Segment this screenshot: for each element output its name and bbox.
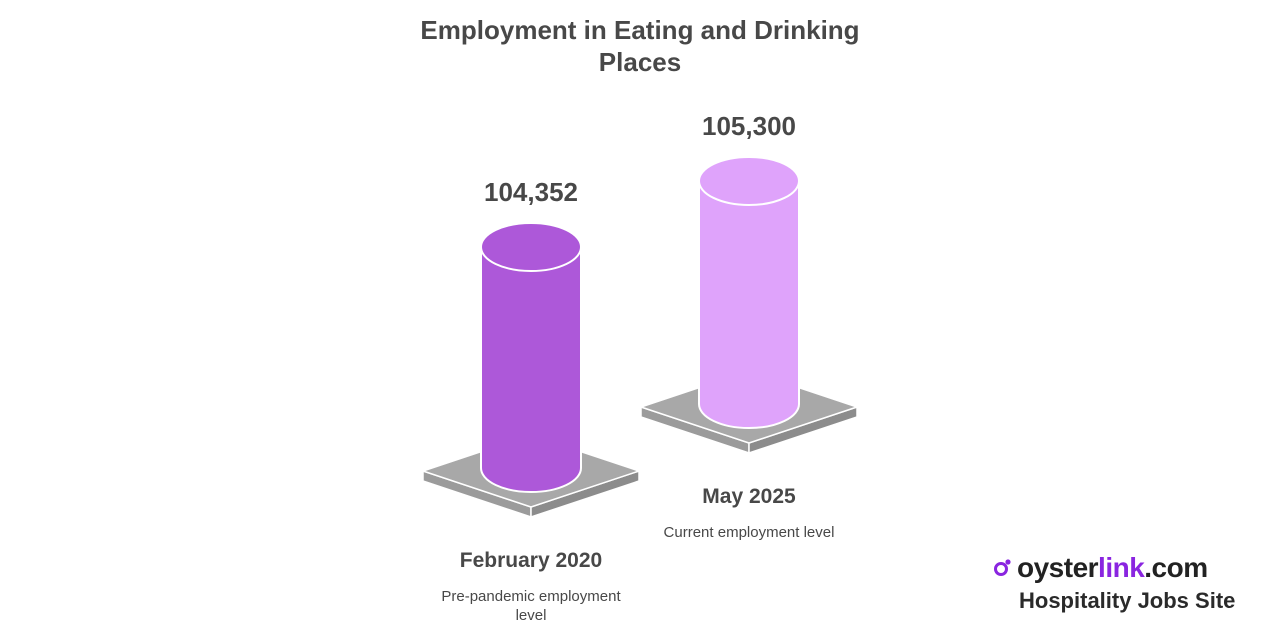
category-description-february-2020: Pre-pandemic employment level: [441, 588, 621, 624]
brand-block: oyster link .com Hospitality Jobs Site: [992, 550, 1262, 614]
brand-tagline: Hospitality Jobs Site: [1019, 588, 1236, 613]
bar-top-may-2025: [698, 155, 800, 206]
chart-title: Employment in Eating and Drinking Places: [420, 15, 860, 77]
bar-may-2025: [698, 179, 800, 429]
value-label-february-2020: 104,352: [484, 177, 578, 207]
category-description-may-2025: Current employment level: [663, 524, 835, 541]
oyster-logo-icon: [994, 559, 1011, 576]
brand-name-suffix: .com: [1144, 552, 1208, 583]
brand-name-prefix: oyster: [1017, 552, 1099, 583]
brand-logo: oyster link .com: [992, 550, 1262, 586]
value-label-may-2025: 105,300: [702, 111, 796, 141]
bar-february-2020: [480, 246, 582, 493]
category-label-may-2025: May 2025: [702, 485, 796, 508]
category-label-february-2020: February 2020: [459, 549, 603, 572]
bar-top-february-2020: [480, 222, 582, 272]
brand-name-accent: link: [1098, 552, 1145, 583]
